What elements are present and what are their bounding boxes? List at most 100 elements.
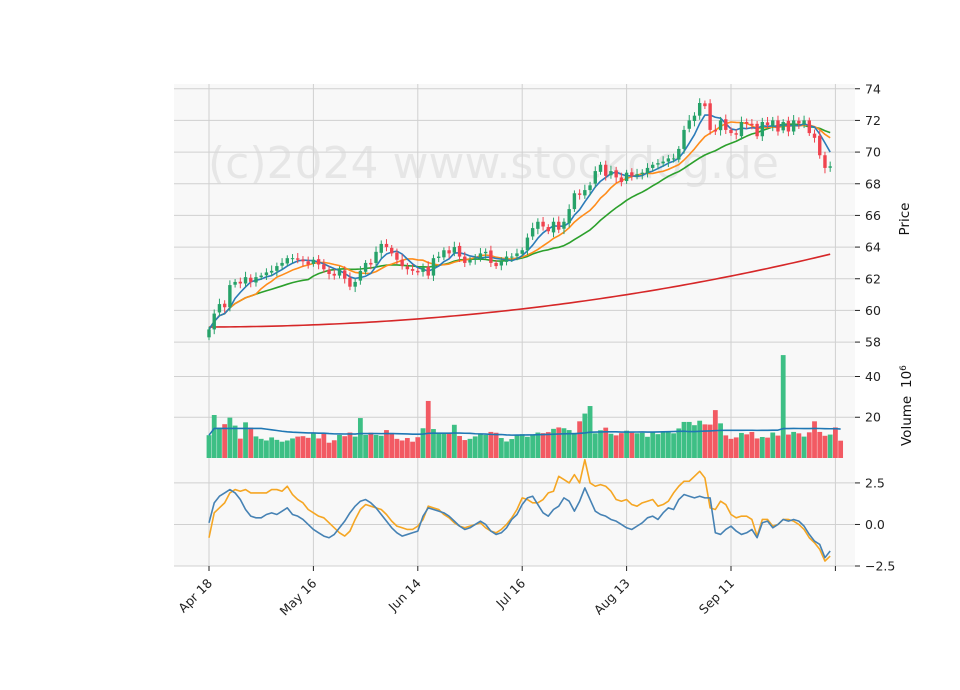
candle-body: [651, 164, 655, 168]
volume-bar: [217, 427, 222, 458]
candle-body: [786, 120, 791, 132]
volume-bar: [227, 417, 233, 458]
candle-body: [489, 250, 493, 263]
volume-bar: [786, 434, 791, 458]
volume-bar: [728, 438, 734, 458]
volume-bar: [598, 430, 603, 458]
candle-body: [671, 158, 676, 160]
volume-bar: [389, 432, 395, 458]
volume-bar: [410, 441, 415, 458]
volume-bar: [363, 434, 368, 458]
volume-bar: [806, 432, 812, 458]
volume-bar: [284, 440, 290, 458]
candle-body: [760, 122, 765, 137]
candle-body: [530, 228, 535, 237]
price-tick-label: 70: [865, 145, 881, 160]
candle-body: [588, 185, 592, 191]
volume-bar: [274, 439, 280, 458]
x-tick-label: Apr 18: [175, 575, 215, 615]
candle-body: [739, 122, 744, 137]
volume-bar: [692, 425, 697, 458]
candle-body: [781, 122, 785, 131]
volume-bar: [838, 440, 844, 458]
volume-bar: [211, 415, 217, 458]
volume-bar: [321, 433, 327, 458]
candle-body: [499, 261, 504, 266]
price-tick-label: 72: [865, 113, 881, 128]
candle-body: [541, 221, 545, 227]
volume-bar: [702, 424, 708, 458]
volume-bar: [540, 433, 546, 458]
candle-body: [410, 269, 415, 271]
candle-body: [551, 221, 556, 233]
candle-body: [718, 120, 723, 131]
volume-bar: [488, 431, 494, 458]
candle-body: [729, 129, 733, 134]
volume-bar: [258, 438, 264, 458]
candle-body: [447, 250, 451, 254]
volume-bar: [822, 435, 828, 458]
candle-body: [363, 262, 368, 272]
candle-body: [421, 267, 425, 272]
volume-bar: [676, 428, 682, 458]
volume-bar: [498, 438, 504, 458]
ma-long-line: [208, 253, 831, 328]
candle-body: [828, 166, 832, 168]
candle-body: [322, 264, 326, 270]
candle-body: [452, 247, 457, 253]
candle-body: [233, 281, 237, 285]
volume-bar: [634, 433, 640, 458]
volume-bar: [796, 433, 802, 458]
volume-bar: [833, 427, 838, 458]
x-tick-label: Sep 11: [696, 576, 737, 617]
candle-body: [750, 123, 754, 126]
volume-bar: [723, 435, 729, 458]
volume-bar: [650, 431, 656, 458]
candle-body: [207, 329, 211, 338]
volume-bar: [812, 421, 817, 458]
volume-bar: [603, 427, 609, 458]
volume-bar: [337, 434, 342, 458]
volume-bar: [279, 441, 285, 458]
candle-body: [656, 163, 660, 165]
candle-body: [525, 237, 530, 251]
volume-bar: [378, 435, 384, 458]
x-tick-label: May 16: [277, 575, 320, 618]
volume-bar: [441, 433, 447, 458]
volume-bar: [431, 429, 436, 458]
candle-body: [269, 270, 274, 273]
candle-body: [358, 270, 363, 281]
candle-body: [348, 277, 352, 287]
candle-body: [536, 221, 540, 229]
volume-bar: [572, 432, 577, 458]
candle-body: [311, 259, 316, 264]
candle-body: [327, 269, 331, 274]
volume-bar: [253, 436, 259, 458]
candle-body: [771, 120, 775, 126]
candle-body: [473, 258, 477, 260]
candle-body: [285, 258, 289, 264]
volume-bar: [749, 431, 755, 458]
candle-body: [619, 177, 624, 183]
volume-bar: [232, 425, 238, 458]
candle-body: [645, 167, 650, 174]
volume-bar: [697, 420, 703, 458]
candle-body: [708, 103, 712, 130]
candle-body: [818, 135, 822, 156]
candle-body: [228, 285, 232, 308]
oscillator-blue-line: [208, 487, 831, 559]
candle-body: [431, 258, 436, 276]
candle-body: [520, 250, 524, 254]
volume-bar: [655, 434, 661, 458]
oscillator-lines: [208, 458, 831, 562]
candle-body: [457, 245, 462, 257]
volume-bar: [707, 424, 713, 458]
candle-body: [222, 303, 227, 308]
volume-ma-line: [208, 427, 841, 436]
volume-bar: [436, 433, 442, 458]
volume-bar: [817, 431, 823, 458]
oscillator-tick-label: −2.5: [865, 559, 895, 574]
candle-body: [635, 174, 639, 176]
candle-body: [765, 122, 770, 126]
candle-body: [791, 120, 796, 132]
